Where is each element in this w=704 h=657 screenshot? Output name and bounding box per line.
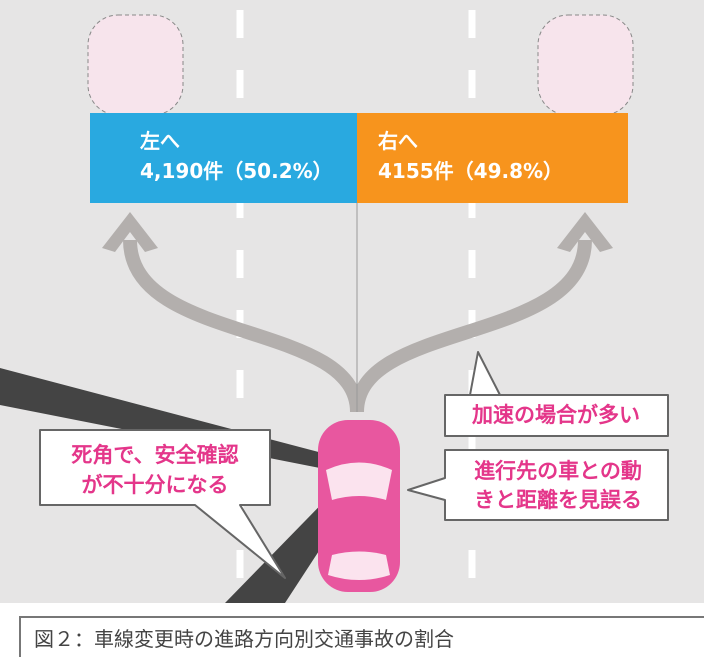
callout-text: 死角で、安全確認	[71, 443, 238, 467]
callout-text: が不十分になる	[82, 473, 229, 497]
ghost-car	[88, 15, 183, 115]
windshield	[326, 463, 392, 501]
callout-text: 進行先の車との動	[474, 459, 642, 483]
ghost-car	[538, 15, 633, 115]
direction-label: 左へ	[140, 129, 180, 153]
rear-window	[328, 552, 390, 581]
caption: 図２：車線変更時の進路方向別交通事故の割合	[34, 627, 454, 651]
direction-label: 右へ	[378, 129, 418, 153]
callout-text: きと距離を見誤る	[474, 488, 642, 512]
left-box	[90, 113, 357, 203]
direction-count: 4155件（49.8%）	[378, 159, 563, 183]
diagram: 左へ 4,190件（50.2%） 右へ 4155件（49.8%） 加速の場合が多…	[0, 0, 704, 657]
direction-count: 4,190件（50.2%）	[140, 159, 333, 183]
callout-text: 加速の場合が多い	[471, 403, 640, 427]
right-box	[357, 113, 628, 203]
